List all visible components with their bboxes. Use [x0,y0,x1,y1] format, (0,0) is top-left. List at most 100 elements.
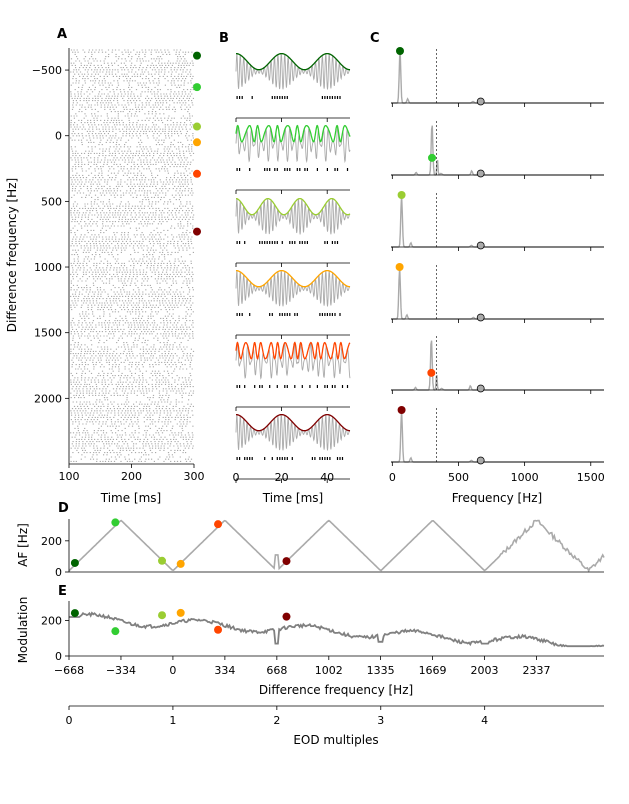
panel-a-marker [193,138,201,147]
panel-d-point [214,520,223,529]
panel-c-eod-marker [476,97,485,106]
panel-c-peak-marker [397,406,406,414]
panel-a-ytick-label: 0 [55,130,62,143]
panel-a-xtick-label: 300 [184,470,205,483]
eod-multiples-tick-label: 1 [169,714,176,727]
panel-b-spike-raster [236,313,341,316]
panel-b-envelope-trace [236,413,350,432]
panel-c-xtick-label: 1000 [511,471,539,484]
panel-e-modulation-line [69,611,605,648]
panel-b-traces: 0 20 40 [233,52,351,484]
panel-letter-c: C [370,31,380,46]
panel-c-peak-marker [395,263,404,271]
panel-e-xtick-label: 1669 [419,664,447,677]
panel-e-ylabel: Modulation [16,597,30,664]
panel-b-envelope-trace [236,52,350,71]
panel-b-spike-raster [236,457,344,460]
panel-b-envelope-trace [235,341,351,360]
panel-b-envelope-trace [235,124,351,143]
panel-e-xtick-label: 1002 [315,664,343,677]
panel-c-xlabel: Frequency [Hz] [452,491,543,505]
panel-c-xtick-label: 500 [448,471,469,484]
panel-a-marker [193,83,201,92]
eod-multiples-axis: 0 1 2 3 4 [66,705,604,727]
panel-c-eod-marker [476,169,485,178]
panel-c-peak-marker [397,191,406,199]
panel-a-ytick-label: −500 [32,64,62,77]
panel-letter-b: B [219,31,229,46]
panel-e-xtick-label: 668 [266,664,287,677]
panel-a-ylabel: Difference frequency [Hz] [5,178,19,332]
panel-a-marker [193,169,201,178]
panel-a-marker [193,227,201,236]
panel-e-xlabel: Difference frequency [Hz] [259,683,413,697]
panel-b-carrier-trace [235,414,351,451]
panel-d-point [70,558,79,567]
eod-multiples-tick-label: 0 [66,714,73,727]
panel-d-af-curve: 0 200 [41,518,605,579]
panel-b-spike-raster [236,241,339,244]
panel-b-spike-raster [236,96,341,99]
panel-e-point [158,611,167,620]
panel-c-eod-marker [476,241,485,250]
panel-b-xlabel: Time [ms] [262,491,324,505]
eod-multiples-xlabel: EOD multiples [293,733,378,747]
panel-e-point [70,609,79,618]
panel-a-raster: −500 0 500 1000 1500 2000 100 200 300 [32,48,205,483]
panel-a-ytick-label: 1500 [34,327,62,340]
panel-d-af-line [68,519,605,573]
panel-e-xtick-label: 2003 [471,664,499,677]
panel-c-peak-marker [395,47,404,55]
panel-c-spectrum-trace [391,125,604,176]
panel-a-ytick-label: 500 [41,195,62,208]
eod-multiples-tick-label: 3 [377,714,384,727]
panel-c-spectrum-trace [391,410,604,463]
panel-b-envelope-trace [236,269,350,288]
panel-c-eod-marker [476,313,485,322]
panel-c-eod-marker [476,384,485,393]
panel-d-ytick-label: 0 [55,566,62,579]
panel-d-ylabel: AF [Hz] [16,523,30,567]
panel-c-spectrum-trace [391,53,604,104]
panel-e-xtick-label: 334 [214,664,235,677]
panel-d-point [282,557,291,566]
panel-c-peak-marker [427,368,436,377]
spike-raster [70,49,195,462]
panel-e-xtick-label: 1335 [367,664,395,677]
panel-b-xtick-label: 0 [233,471,240,484]
panel-a-marker [193,51,201,60]
panel-c-eod-marker [476,456,485,465]
panel-e-xtick-label: −668 [54,664,84,677]
panel-c-xtick-label: 1500 [577,471,605,484]
panel-a-marker [193,122,201,131]
panel-a-xtick-label: 200 [121,470,142,483]
panel-letter-a: A [57,27,67,42]
panel-c-spectrum-trace [391,340,604,391]
panel-c-spectrum-trace [391,267,604,320]
panel-c-spectra: 0 500 1000 1500 [389,47,605,484]
panel-b-xtick-label: 20 [275,471,289,484]
panel-e-xtick-label: 2337 [522,664,550,677]
panel-a-xtick-label: 100 [59,470,80,483]
panel-letter-e: E [58,584,67,599]
panel-e-ytick-label: 200 [41,615,62,628]
panel-e-point [111,627,120,636]
panel-e-ytick-label: 0 [55,650,62,663]
panel-d-point [158,556,167,565]
panel-b-carrier-trace [235,126,351,164]
panel-c-xtick-label: 0 [389,471,396,484]
panel-b-spike-raster [236,168,349,171]
panel-d-ytick-label: 200 [41,535,62,548]
panel-e-xtick-label: 0 [169,664,176,677]
panel-b-carrier-trace [235,198,351,235]
panel-c-peak-marker [428,153,437,162]
panel-b-spike-raster [236,385,349,388]
panel-e-point [176,608,185,617]
panel-d-point [176,559,185,568]
eod-multiples-tick-label: 4 [481,714,488,727]
panel-letter-d: D [58,501,69,516]
panel-a-ytick-label: 2000 [34,392,62,405]
eod-multiples-tick-label: 2 [273,714,280,727]
panel-e-point [282,612,291,621]
panel-b-envelope-trace [236,197,351,216]
